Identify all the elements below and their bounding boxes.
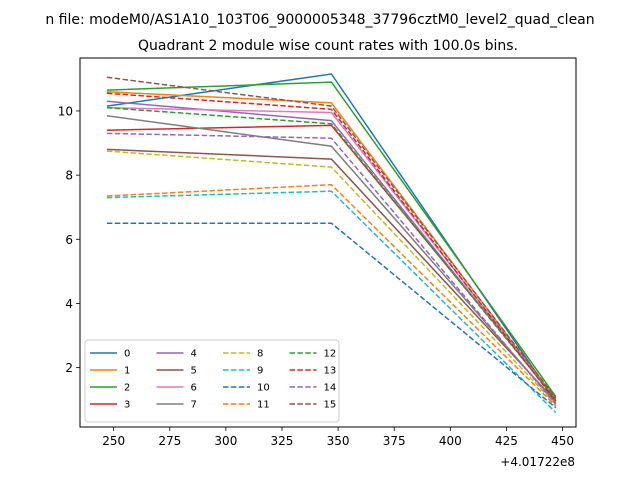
x-axis: 250 275 300 325 350 375 400 425 450 (102, 427, 574, 448)
legend-label-4: 4 (191, 349, 197, 360)
series-line-14 (106, 132, 557, 405)
axes-frame (79, 57, 577, 428)
y-tick-label: 10 (58, 104, 73, 118)
x-tick-label: 400 (439, 434, 462, 448)
x-tick-label: 450 (551, 434, 574, 448)
series-line-15 (106, 76, 557, 399)
legend-label-15: 15 (324, 400, 337, 411)
legend-label-1: 1 (124, 366, 130, 377)
legend-label-9: 9 (257, 366, 263, 377)
figure-suptitle: n file: modeM0/AS1A10_103T06_9000005348_… (45, 12, 594, 28)
series-line-13 (106, 92, 557, 402)
y-axis: 2 4 6 8 10 (58, 104, 80, 375)
legend-label-12: 12 (324, 349, 337, 360)
x-tick-label: 350 (327, 434, 350, 448)
legend-label-3: 3 (124, 400, 130, 411)
series-line-10 (106, 222, 557, 409)
x-tick-label: 325 (271, 434, 294, 448)
x-tick-label: 275 (158, 434, 181, 448)
y-tick-label: 2 (65, 361, 73, 375)
series-line-8 (106, 150, 557, 406)
legend-label-14: 14 (324, 383, 337, 394)
legend-frame (84, 339, 340, 423)
y-tick-label: 8 (65, 169, 73, 183)
legend-label-10: 10 (257, 383, 270, 394)
series-line-5 (106, 148, 557, 402)
legend-label-8: 8 (257, 349, 263, 360)
legend-label-5: 5 (191, 366, 197, 377)
x-tick-label: 250 (102, 434, 125, 448)
series-line-9 (106, 190, 557, 414)
x-tick-label: 375 (383, 434, 406, 448)
legend-label-0: 0 (124, 349, 130, 360)
series-line-12 (106, 106, 557, 401)
y-tick-label: 6 (65, 233, 73, 247)
x-tick-label: 300 (214, 434, 237, 448)
chart-title: Quadrant 2 module wise count rates with … (138, 38, 518, 54)
x-tick-label: 425 (495, 434, 518, 448)
legend-label-6: 6 (191, 383, 197, 394)
x-axis-offset-label: +4.01722e8 (500, 455, 575, 469)
series-line-7 (106, 115, 557, 404)
series-line-1 (106, 90, 557, 401)
legend-label-11: 11 (257, 400, 270, 411)
legend-label-7: 7 (191, 400, 197, 411)
series-line-11 (106, 183, 557, 407)
plot-area (79, 57, 577, 428)
legend-label-2: 2 (124, 383, 130, 394)
y-tick-label: 4 (65, 297, 73, 311)
legend-label-13: 13 (324, 366, 337, 377)
series-layer (106, 73, 557, 414)
